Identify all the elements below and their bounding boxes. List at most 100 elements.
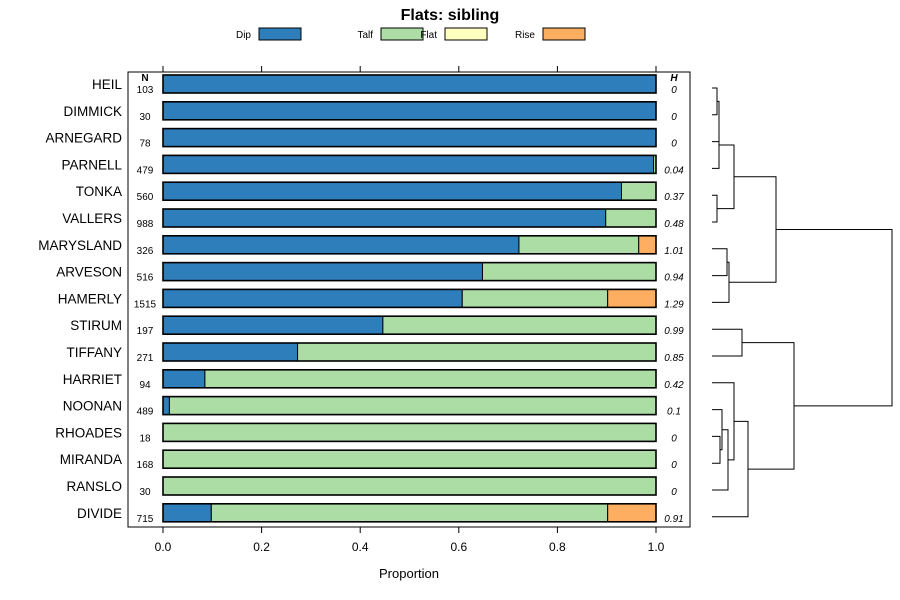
row-entropy: 0.48 xyxy=(664,219,684,230)
bar-segment-talf xyxy=(461,288,609,308)
row-entropy: 0.94 xyxy=(664,273,684,284)
bar-outline xyxy=(162,74,657,94)
bar-segment-dip xyxy=(162,315,384,335)
bar-row-noonan: NOONAN 489 0.1 xyxy=(63,395,681,418)
row-label: RANSLO xyxy=(66,479,122,494)
bar-row-stirum: STIRUM 197 0.99 xyxy=(70,315,684,337)
row-count: 715 xyxy=(137,514,154,525)
dendrogram-link xyxy=(712,194,718,223)
dendrogram-link xyxy=(712,328,743,357)
row-count: 326 xyxy=(137,246,154,257)
bar-segment-talf xyxy=(518,235,640,255)
bar-segment-dip xyxy=(162,74,657,94)
dendrogram xyxy=(712,87,893,518)
row-entropy: 0.37 xyxy=(664,192,684,203)
row-entropy: 0 xyxy=(671,112,677,123)
bar-outline xyxy=(162,181,657,201)
bar-row-vallers: VALLERS 988 0.48 xyxy=(62,208,684,230)
bar-segment-dip xyxy=(162,369,206,389)
x-axis-title: Proportion xyxy=(379,566,439,581)
bar-segment-talf xyxy=(605,208,657,228)
row-label: MIRANDA xyxy=(60,452,122,467)
row-count: 489 xyxy=(137,407,154,418)
bar-row-harriet: HARRIET 94 0.42 xyxy=(63,368,684,391)
bar-segment-dip xyxy=(162,154,655,174)
bar-row-heil: HEIL 103 0 xyxy=(92,74,677,96)
count-column-header: N xyxy=(141,73,148,84)
bar-row-divide: DIVIDE 715 0.91 xyxy=(77,502,684,525)
dendrogram-link xyxy=(712,261,730,303)
plot-frame xyxy=(127,71,691,528)
bar-outline xyxy=(162,422,657,443)
row-label: ARNEGARD xyxy=(45,131,122,146)
bar-row-ranslo: RANSLO 30 0 xyxy=(66,476,677,498)
row-entropy: 0.42 xyxy=(664,380,684,391)
bar-segment-dip xyxy=(162,342,299,362)
bar-row-rhoades: RHOADES 18 0 xyxy=(55,422,677,444)
x-axis: 0.0 0.2 0.4 0.6 0.8 1.0 xyxy=(155,66,665,554)
row-count: 988 xyxy=(137,219,154,230)
row-entropy: 0 xyxy=(671,433,677,444)
row-label: HARRIET xyxy=(63,372,122,387)
row-label: HAMERLY xyxy=(58,291,122,306)
row-count: 516 xyxy=(137,273,154,284)
bar-row-arnegard: ARNEGARD 78 0 xyxy=(45,127,677,150)
legend-swatch-dip xyxy=(258,27,302,41)
bar-row-marysland: MARYSLAND 326 1.01 xyxy=(38,235,684,257)
bar-segment-dip xyxy=(162,128,657,148)
bar-row-tonka: TONKA 560 0.37 xyxy=(76,181,684,203)
bar-segment-dip xyxy=(162,181,622,201)
bar-segment-rise xyxy=(607,288,657,308)
bar-segment-talf xyxy=(210,503,609,523)
row-entropy: 0.91 xyxy=(664,514,683,525)
bar-row-arveson: ARVESON 516 0.94 xyxy=(56,261,684,284)
bar-segment-talf xyxy=(168,396,657,416)
bar-segment-talf xyxy=(162,476,657,496)
row-count: 271 xyxy=(137,353,154,364)
row-count: 197 xyxy=(137,326,154,337)
dendrogram-link xyxy=(712,382,735,461)
legend-label-flat: Flat xyxy=(420,30,437,41)
x-tick-label-0: 0.0 xyxy=(155,540,172,554)
row-label: NOONAN xyxy=(63,399,122,414)
bar-segment-dip xyxy=(162,396,170,416)
bar-segment-talf xyxy=(382,315,657,335)
row-count: 1515 xyxy=(134,299,157,310)
dendrogram-link xyxy=(712,248,728,277)
row-entropy: 0.85 xyxy=(664,353,684,364)
row-label: TIFFANY xyxy=(66,345,122,360)
bar-row-hamerly: HAMERLY 1515 1.29 xyxy=(58,288,684,310)
dendrogram-link xyxy=(712,87,718,116)
bar-row-tiffany: TIFFANY 271 0.85 xyxy=(66,342,684,364)
bar-outline xyxy=(162,502,657,523)
bar-row-parnell: PARNELL 479 0.04 xyxy=(61,154,684,176)
dendrogram-link xyxy=(712,420,749,518)
row-label: RHOADES xyxy=(55,425,122,440)
row-entropy: 0.04 xyxy=(664,165,684,176)
row-count: 78 xyxy=(139,139,151,150)
row-count: 560 xyxy=(137,192,154,203)
bar-outline xyxy=(162,476,657,496)
row-entropy: 0 xyxy=(671,460,677,471)
row-count: 94 xyxy=(139,380,151,391)
legend-swatch-rise xyxy=(542,27,586,41)
bar-segment-dip xyxy=(162,288,463,308)
bar-outline xyxy=(162,154,657,175)
row-count: 479 xyxy=(137,165,154,176)
bar-outline xyxy=(162,261,657,282)
row-count: 18 xyxy=(139,433,151,444)
row-count: 30 xyxy=(139,487,151,498)
row-entropy: 0.99 xyxy=(664,326,684,337)
bar-segment-rise xyxy=(638,235,657,255)
bar-outline xyxy=(162,235,657,255)
bar-segment-talf xyxy=(162,449,657,469)
row-label: HEIL xyxy=(92,77,123,92)
bar-outline xyxy=(162,342,657,362)
dendrogram-link xyxy=(712,435,721,464)
legend-label-rise: Rise xyxy=(515,30,535,41)
legend-label-dip: Dip xyxy=(236,30,251,41)
x-tick-label-5: 1.0 xyxy=(648,540,665,554)
row-entropy: 0 xyxy=(671,139,677,150)
bar-segment-talf xyxy=(162,422,657,442)
